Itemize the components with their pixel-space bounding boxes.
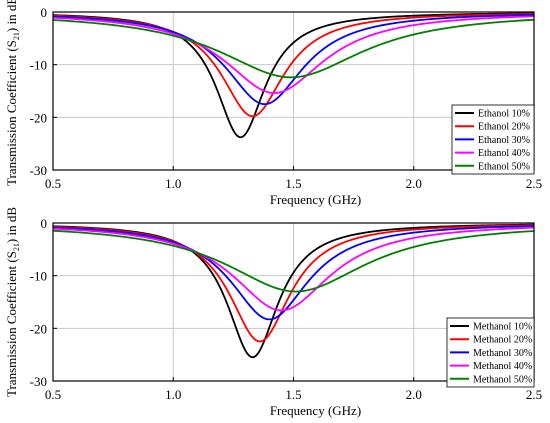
legend-label-2: Methanol 20% (473, 335, 532, 346)
y-axis-label-sub: 21 (12, 32, 21, 40)
series-line-4 (52, 226, 535, 312)
x-tick-label: 1.0 (165, 176, 181, 191)
series-line-5 (52, 18, 535, 79)
series-group (52, 12, 535, 139)
series-line-5 (52, 229, 535, 293)
series-line-3 (52, 13, 535, 106)
legend-label-4: Methanol 40% (473, 361, 532, 372)
x-axis-label: Frequency (GHz) (270, 192, 361, 207)
y-axis-label-sub: 21 (12, 243, 21, 251)
ticks: 0.5 1.0 1.5 2.0 2.5 0 -10 -20 -30 (30, 216, 542, 402)
series-line-3 (52, 225, 535, 321)
x-tick-label: 2.5 (526, 176, 542, 191)
y-axis-label: Transmission Coefficient (S21) in dB (4, 207, 21, 397)
y-axis-label: Transmission Coefficient (S21) in dB (4, 0, 21, 186)
y-tick-label: -20 (30, 110, 47, 125)
x-tick-label: 2.0 (406, 387, 422, 402)
y-tick-label: -10 (30, 58, 47, 73)
y-tick-label: 0 (41, 5, 48, 20)
x-tick-label: 2.0 (406, 176, 422, 191)
y-axis-label-end: ) in dB (4, 0, 19, 32)
legend-label-2: Ethanol 20% (478, 122, 530, 133)
legend-label-1: Ethanol 10% (478, 109, 530, 120)
series-group (52, 223, 535, 359)
legend-label-3: Ethanol 30% (478, 135, 530, 146)
x-tick-label: 1.5 (285, 387, 301, 402)
y-axis-label-end: ) in dB (4, 207, 19, 243)
y-axis-label-main: Transmission Coefficient (S (4, 251, 19, 397)
y-tick-label: -10 (30, 269, 47, 284)
chart-panel-1: 0.5 1.0 1.5 2.0 2.5 0 -10 -20 -30 Frequency (GHz)… (4, 0, 542, 207)
y-tick-label: 0 (41, 216, 48, 231)
legend-label-3: Methanol 30% (473, 348, 532, 359)
series-line-2 (52, 224, 535, 343)
legend-label-4: Ethanol 40% (478, 148, 530, 159)
y-tick-label: -30 (30, 163, 47, 178)
legend-label-5: Methanol 50% (473, 374, 532, 385)
series-line-4 (52, 15, 535, 94)
x-tick-label: 2.5 (526, 387, 542, 402)
y-tick-label: -30 (30, 374, 47, 389)
legend-label-5: Ethanol 50% (478, 161, 530, 172)
x-tick-label: 0.5 (45, 387, 61, 402)
y-axis-label-main: Transmission Coefficient (S (4, 40, 19, 186)
y-tick-label: -20 (30, 321, 47, 336)
series-line-2 (52, 13, 535, 118)
chart-panel-2: 0.5 1.0 1.5 2.0 2.5 0 -10 -20 -30 Frequency (GHz)… (4, 207, 542, 418)
legend: Methanol 10% Methanol 20% Methanol 30% Meth… (446, 317, 535, 388)
x-tick-label: 0.5 (45, 176, 61, 191)
x-tick-label: 1.0 (165, 387, 181, 402)
legend-label-1: Methanol 10% (473, 322, 532, 333)
x-axis-label: Frequency (GHz) (270, 403, 361, 418)
x-tick-label: 1.5 (285, 176, 301, 191)
legend: Ethanol 10% Ethanol 20% Ethanol 30% Ethanol… (451, 104, 535, 175)
